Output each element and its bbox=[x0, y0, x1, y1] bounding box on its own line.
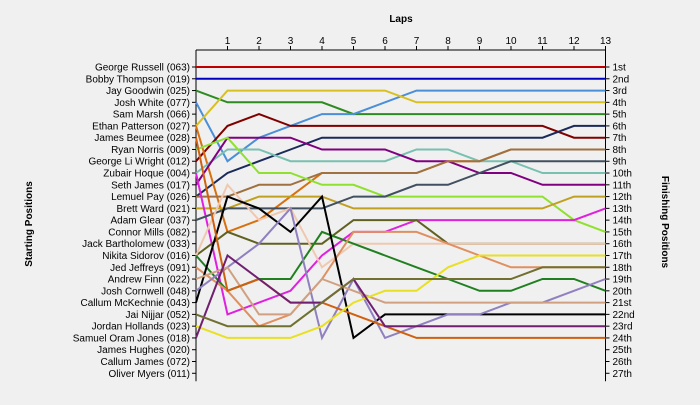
lap-tick-label: 13 bbox=[600, 36, 612, 47]
series-line-12 bbox=[195, 136, 606, 233]
lap-tick-label: 11 bbox=[537, 36, 548, 47]
driver-label: Lemuel Pay (026) bbox=[111, 192, 190, 203]
lap-tick-label: 5 bbox=[351, 36, 357, 47]
lap-tick-label: 6 bbox=[382, 36, 388, 47]
series-line-22 bbox=[195, 266, 606, 316]
lap-tick-label: 7 bbox=[414, 36, 420, 47]
driver-label: Seth James (017) bbox=[111, 180, 190, 191]
driver-label: George Li Wright (012) bbox=[88, 157, 190, 168]
right-axis-title: Finishing Positions bbox=[659, 176, 670, 269]
finishing-label: 17th bbox=[613, 251, 632, 262]
series-line-13 bbox=[196, 195, 606, 210]
series-line-3 bbox=[195, 89, 606, 116]
finishing-label: 8th bbox=[613, 145, 627, 156]
driver-label: Ryan Norris (009) bbox=[111, 145, 190, 156]
series-line-26 bbox=[195, 266, 606, 328]
finishing-label: 23rd bbox=[613, 322, 633, 333]
series-line-6 bbox=[195, 113, 606, 162]
driver-label: Callum James (072) bbox=[101, 357, 190, 368]
finishing-label: 11th bbox=[613, 180, 632, 191]
driver-label: Samuel Oram Jones (018) bbox=[73, 333, 190, 344]
driver-label: Nikita Sidorov (016) bbox=[102, 251, 190, 262]
series-line-17 bbox=[195, 182, 606, 269]
finishing-label: 27th bbox=[613, 369, 632, 380]
lap-tick-label: 2 bbox=[256, 36, 262, 47]
driver-label: Jai Nijjar (052) bbox=[126, 310, 190, 321]
lap-tick-label: 3 bbox=[288, 36, 294, 47]
driver-label: James Beumee (028) bbox=[94, 133, 190, 144]
driver-label: Callum McKechnie (043) bbox=[81, 298, 191, 309]
finishing-label: 18th bbox=[613, 263, 632, 274]
finishing-label: 26th bbox=[613, 357, 632, 368]
driver-label: James Hughes (020) bbox=[97, 345, 190, 356]
driver-label: Bobby Thompson (019) bbox=[86, 74, 190, 85]
finishing-label: 9th bbox=[613, 157, 627, 168]
lap-tick-label: 12 bbox=[568, 36, 580, 47]
series-line-19 bbox=[195, 230, 606, 328]
driver-label: Adam Glear (037) bbox=[111, 216, 190, 227]
series-line-10 bbox=[195, 136, 606, 186]
lap-tick-label: 8 bbox=[445, 36, 451, 47]
finishing-label: 14th bbox=[613, 216, 632, 227]
finishing-label: 24th bbox=[613, 333, 632, 344]
finishing-label: 2nd bbox=[613, 74, 630, 85]
finishing-label: 12th bbox=[613, 192, 632, 203]
finishing-label: 22nd bbox=[613, 310, 635, 321]
finishing-label: 3rd bbox=[613, 86, 627, 97]
series-line-11 bbox=[196, 148, 606, 198]
series-line-14 bbox=[195, 172, 606, 316]
x-axis-title: Laps bbox=[389, 14, 413, 25]
finishing-label: 4th bbox=[613, 98, 627, 109]
series-line-23 bbox=[195, 137, 606, 339]
finishing-label: 13th bbox=[613, 204, 632, 215]
driver-label: Connor Mills (082) bbox=[108, 227, 190, 238]
series-group bbox=[195, 66, 606, 341]
lap-tick-label: 9 bbox=[477, 36, 483, 47]
driver-label: Zubair Hoque (004) bbox=[103, 169, 190, 180]
finishing-label: 20th bbox=[613, 286, 632, 297]
series-line-20 bbox=[195, 194, 606, 340]
driver-label: Josh White (077) bbox=[114, 98, 190, 109]
finishing-label: 1st bbox=[613, 63, 627, 74]
driver-label: Jay Goodwin (025) bbox=[106, 86, 190, 97]
driver-label: Josh Cornwell (048) bbox=[101, 286, 190, 297]
left-axis-title: Starting Positions bbox=[24, 181, 35, 267]
driver-label: Oliver Myers (011) bbox=[109, 369, 191, 380]
driver-label: Brett Ward (021) bbox=[116, 204, 190, 215]
series-line-21 bbox=[195, 206, 606, 341]
finishing-label: 15th bbox=[613, 227, 632, 238]
finishing-label: 16th bbox=[613, 239, 632, 250]
series-line-15 bbox=[195, 160, 606, 222]
finishing-label: 6th bbox=[613, 121, 627, 132]
driver-label: Jed Jeffreys (091) bbox=[110, 263, 190, 274]
series-line-7 bbox=[195, 124, 606, 198]
driver-label: Andrew Finn (022) bbox=[108, 275, 190, 286]
series-line-24 bbox=[195, 254, 606, 339]
driver-label: George Russell (063) bbox=[95, 63, 190, 74]
driver-label: Jack Bartholomew (033) bbox=[82, 239, 190, 250]
series-line-5 bbox=[195, 89, 606, 127]
finishing-label: 19th bbox=[613, 275, 632, 286]
finishing-label: 25th bbox=[613, 345, 632, 356]
lap-tick-label: 1 bbox=[225, 36, 231, 47]
lap-tick-label: 10 bbox=[505, 36, 517, 47]
series-line-8 bbox=[195, 125, 606, 234]
lap-tick-label: 4 bbox=[319, 36, 325, 47]
driver-label: Jordan Hollands (023) bbox=[92, 322, 190, 333]
finishing-label: 21st bbox=[613, 298, 632, 309]
finishing-label: 5th bbox=[613, 110, 627, 121]
series-line-25 bbox=[195, 253, 606, 339]
finishing-label: 10th bbox=[613, 169, 632, 180]
finishing-label: 7th bbox=[613, 133, 627, 144]
driver-label: Sam Marsh (066) bbox=[113, 110, 190, 121]
series-line-18 bbox=[195, 230, 606, 292]
driver-label: Ethan Patterson (027) bbox=[92, 121, 190, 132]
